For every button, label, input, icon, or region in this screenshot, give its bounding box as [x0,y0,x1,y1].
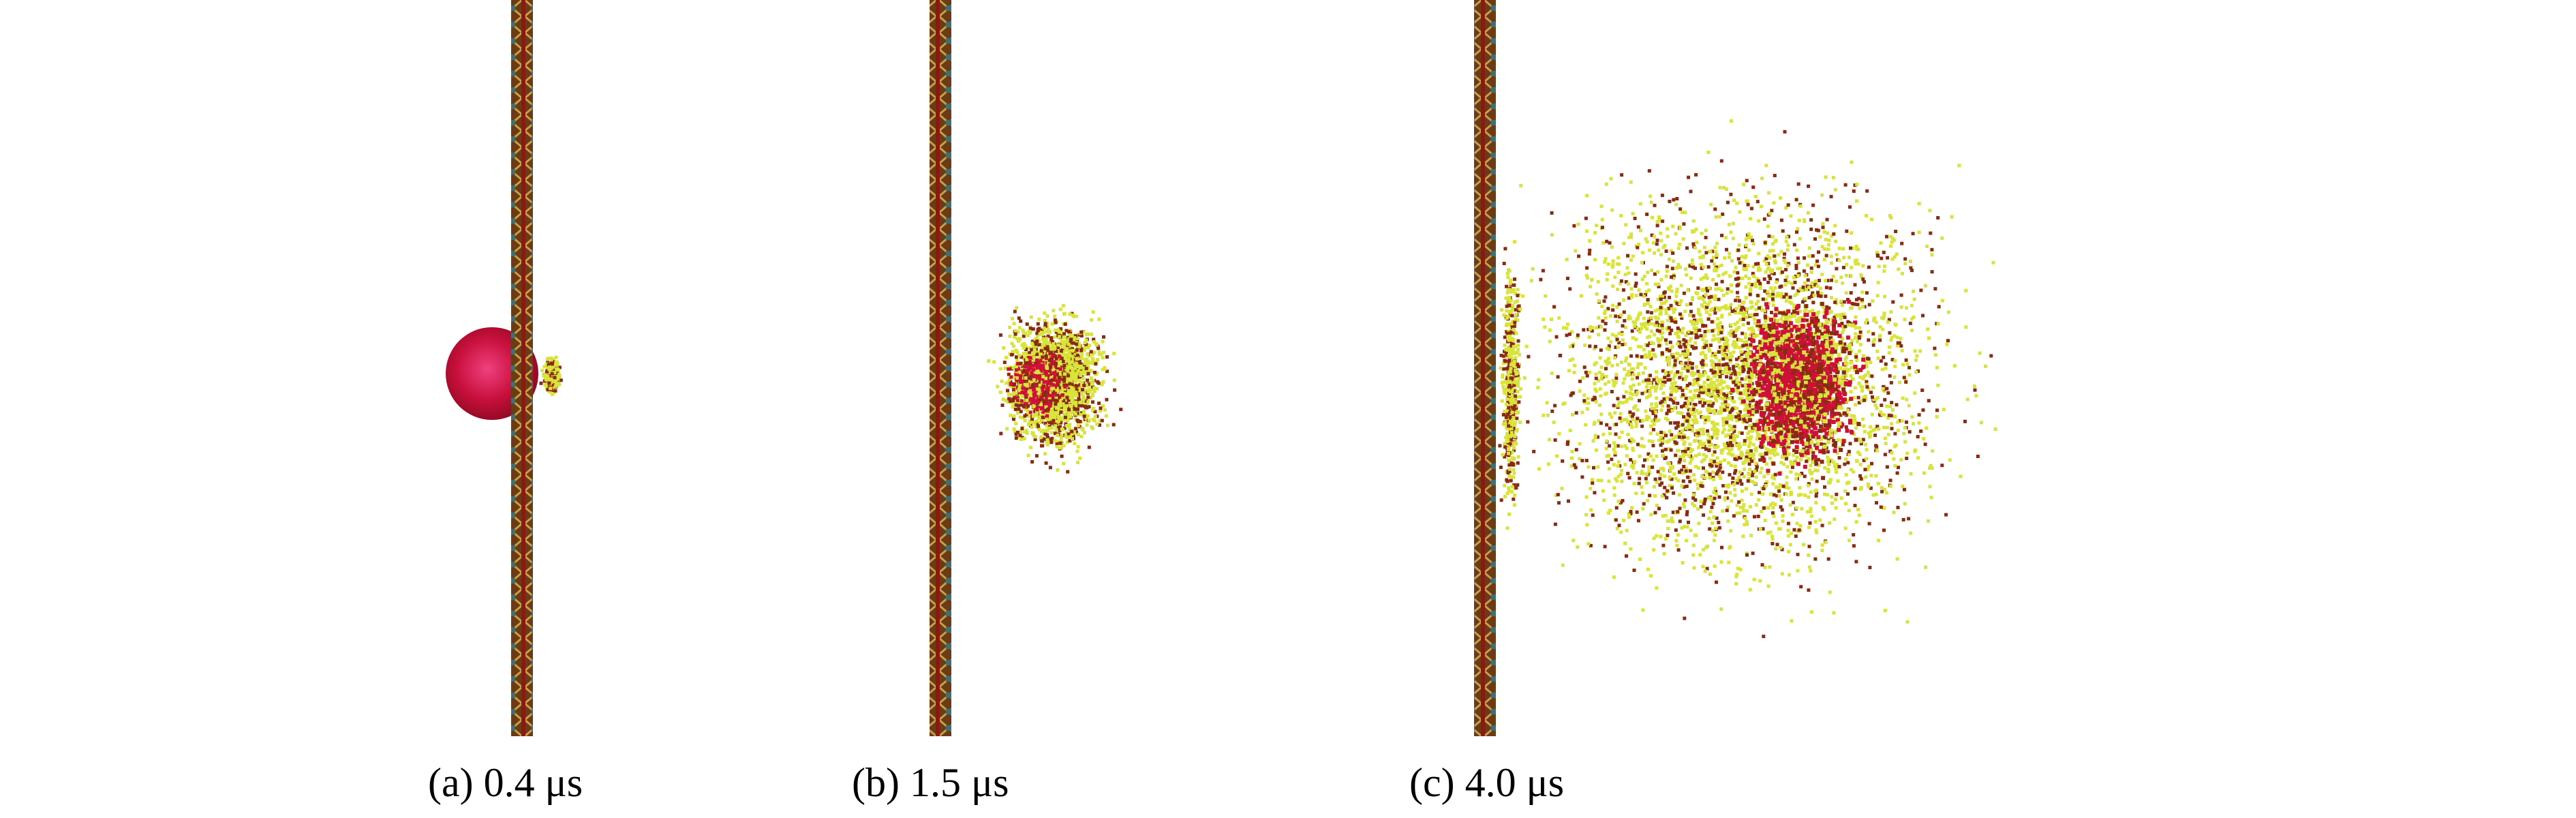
target-plate [511,0,533,736]
panel-b [930,0,1123,736]
panel-c [1474,0,1997,736]
panel-c-debris [1498,119,1997,639]
caption-panel-a: (a) 0.4 μs [428,760,583,805]
panel-b-debris [987,303,1123,474]
panel-a-debris [539,355,563,396]
target-plate [1474,0,1496,736]
panel-a [446,0,563,736]
target-plate [930,0,951,736]
caption-panel-b: (b) 1.5 μs [852,760,1009,805]
simulation-panels [446,0,1997,736]
caption-panel-c: (c) 4.0 μs [1409,760,1565,805]
